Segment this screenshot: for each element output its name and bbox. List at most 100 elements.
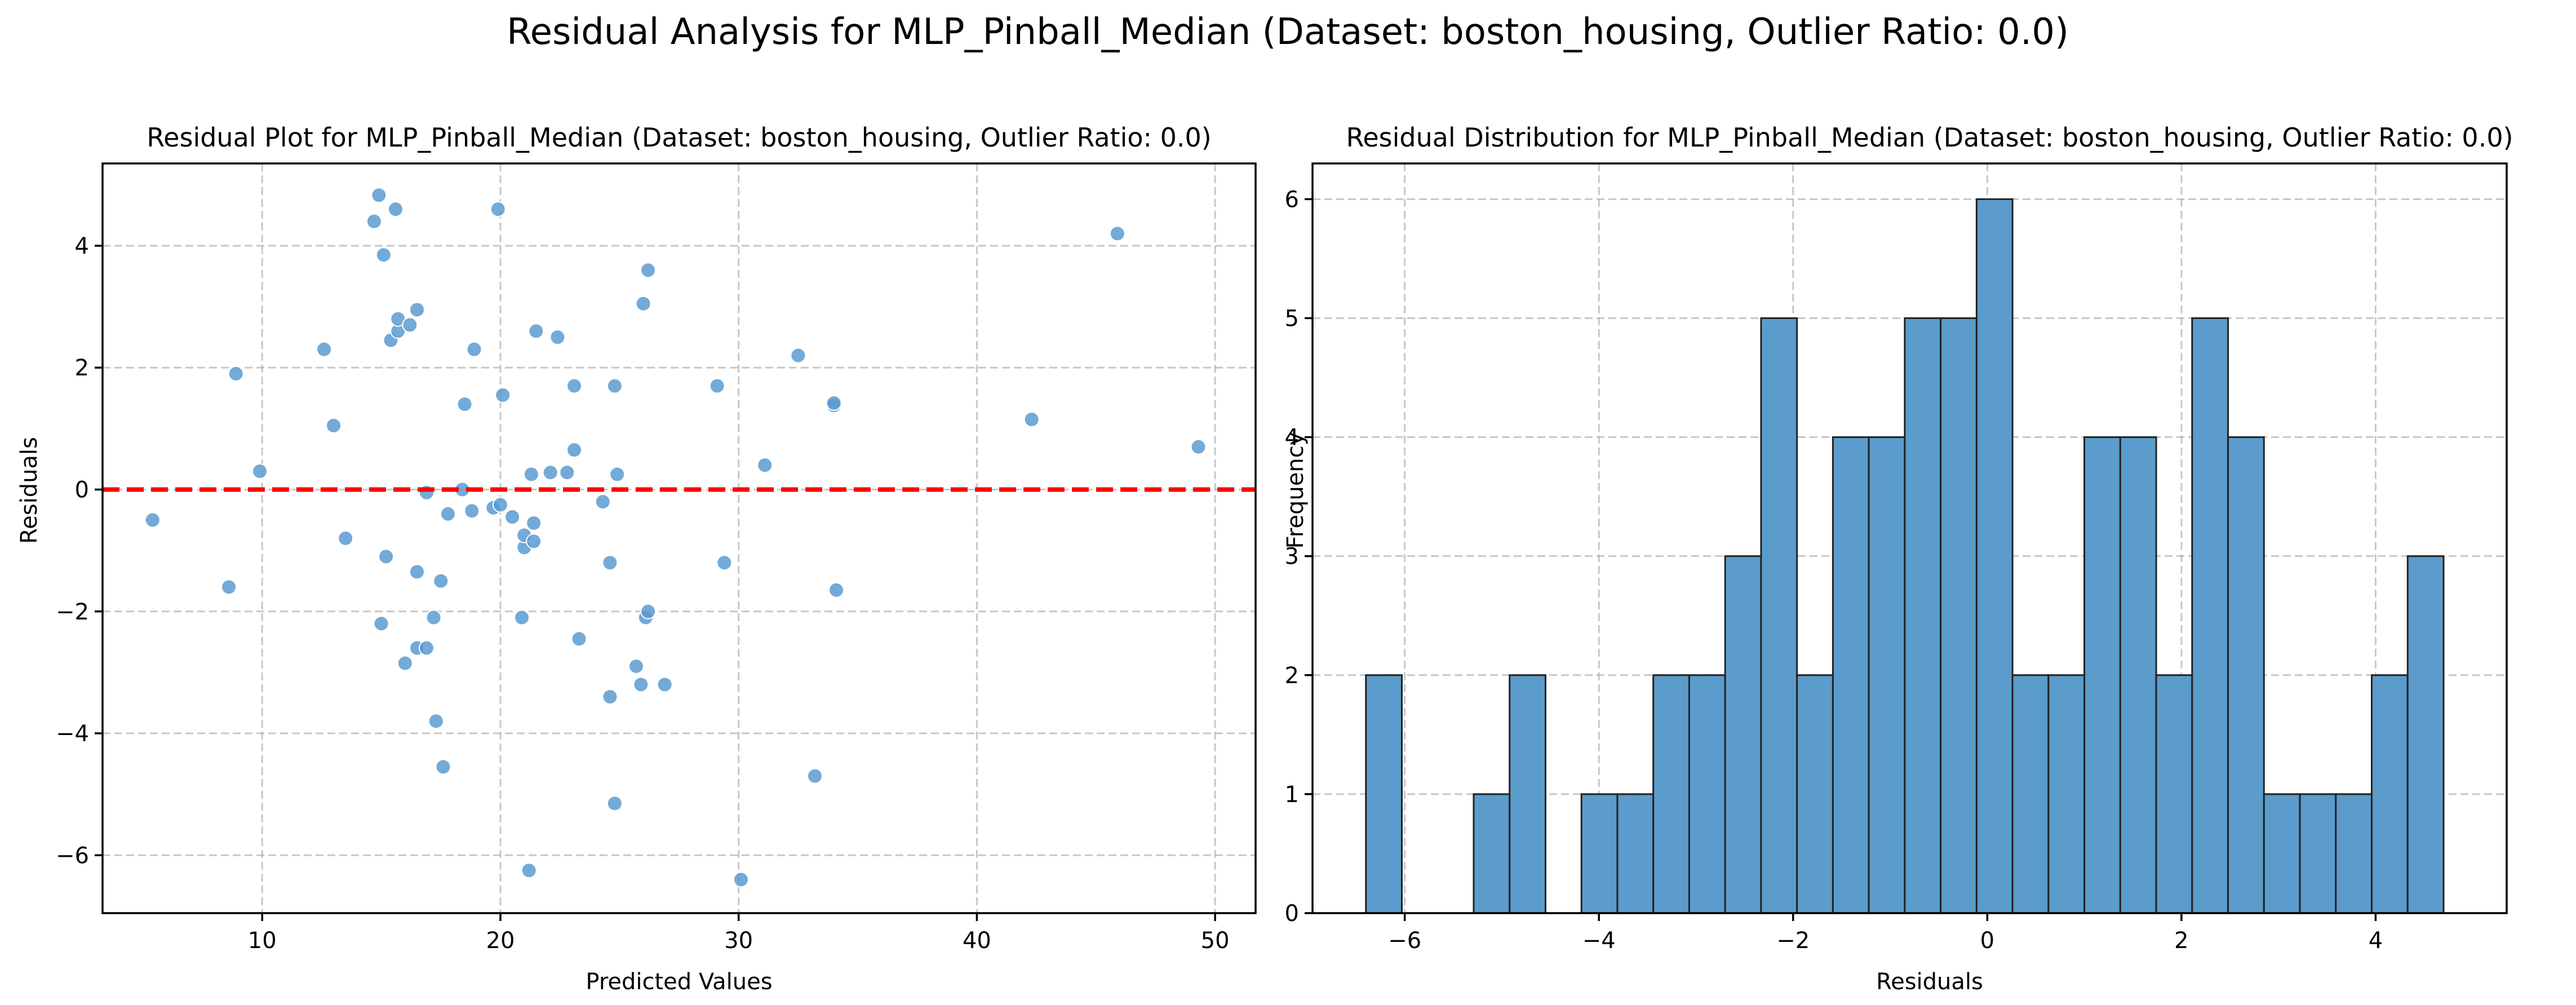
scatter-point (221, 579, 237, 595)
scatter-point (464, 503, 480, 519)
scatter-point (375, 247, 392, 263)
histogram-bar (2191, 317, 2229, 914)
scatter-point (397, 655, 413, 671)
scatter-point (571, 631, 587, 647)
scatter-point (523, 466, 539, 482)
scatter-point (371, 187, 387, 203)
histogram-bar (2227, 436, 2265, 914)
histogram-bar (2299, 793, 2337, 914)
scatter-grid (103, 163, 1256, 913)
scatter-points (144, 187, 1207, 888)
scatter-point (542, 464, 558, 481)
scatter-point (709, 378, 725, 394)
histogram-xtick-label: −6 (1388, 928, 1421, 954)
scatter-point (566, 442, 582, 458)
scatter-point (1023, 411, 1040, 428)
scatter-point (490, 201, 506, 218)
histogram-bar (2371, 674, 2409, 914)
scatter-point (609, 466, 626, 482)
histogram-bar (1940, 317, 1978, 914)
histogram-bar (1509, 674, 1546, 914)
histogram-xtick-label: 4 (2369, 928, 2383, 954)
scatter-point (602, 689, 618, 705)
histogram-bar (1688, 674, 1726, 914)
histogram-bar (1760, 317, 1798, 914)
histogram-bars (1365, 198, 2445, 914)
scatter-xlabel: Predicted Values (586, 969, 772, 995)
scatter-point (559, 464, 575, 481)
histogram-ytick-label: 6 (1285, 187, 1299, 212)
scatter-point (595, 494, 611, 510)
histogram-xtick-label: −4 (1582, 928, 1616, 954)
scatter-point (633, 676, 649, 693)
scatter-point (440, 506, 456, 522)
histogram-bar (2047, 674, 2086, 914)
scatter-axes-frame (101, 162, 1257, 914)
scatter-ytick-label: −6 (56, 843, 89, 869)
histogram-bar (2011, 674, 2050, 914)
histogram-bar (1365, 674, 1403, 914)
scatter-ytick-label: 2 (75, 355, 89, 381)
histogram-bar (1904, 317, 1942, 914)
figure-suptitle: Residual Analysis for MLP_Pinball_Median… (507, 11, 2069, 53)
scatter-point (495, 387, 511, 403)
histogram-bar (1796, 674, 1834, 914)
scatter-point (757, 457, 773, 473)
scatter-point (628, 658, 644, 675)
histogram-panel: Residual Distribution for MLP_Pinball_Me… (1283, 122, 2513, 995)
histogram-bar (1832, 436, 1870, 914)
histogram-ylabel: Frequency (1283, 432, 1309, 549)
scatter-point (1190, 439, 1207, 455)
scatter-point (316, 341, 332, 357)
scatter-ytick-label: −4 (56, 721, 89, 747)
scatter-xtick-label: 20 (486, 928, 515, 954)
scatter-point (526, 533, 542, 550)
histogram-xtick-label: 2 (2174, 928, 2188, 954)
scatter-xtick-label: 10 (248, 928, 277, 954)
histogram-ytick-label: 2 (1285, 663, 1299, 689)
scatter-point (387, 201, 404, 218)
histogram-xtick-label: 0 (1980, 928, 1994, 954)
scatter-point (606, 795, 623, 812)
scatter-title: Residual Plot for MLP_Pinball_Median (Da… (147, 122, 1211, 153)
histogram-ytick-label: 5 (1285, 306, 1299, 331)
scatter-ytick-label: 4 (75, 233, 89, 259)
scatter-point (466, 341, 482, 357)
scatter-xtick-label: 50 (1201, 928, 1230, 954)
scatter-point (433, 573, 449, 589)
scatter-point (566, 378, 582, 394)
scatter-point (456, 396, 473, 413)
scatter-panel: Residual Plot for MLP_Pinball_Median (Da… (16, 122, 1257, 995)
scatter-xtick-label: 30 (724, 928, 753, 954)
scatter-point (428, 713, 444, 729)
scatter-point (504, 509, 521, 525)
histogram-bar (2083, 436, 2121, 914)
scatter-point (1109, 225, 1125, 242)
scatter-point (425, 609, 442, 626)
scatter-point (409, 302, 425, 318)
scatter-point (228, 366, 244, 382)
scatter-point (826, 395, 842, 411)
histogram-bar (2406, 555, 2445, 914)
histogram-ytick-label: 1 (1285, 782, 1299, 808)
scatter-point (528, 323, 544, 339)
scatter-point (378, 548, 394, 565)
histogram-title: Residual Distribution for MLP_Pinball_Me… (1346, 122, 2513, 153)
scatter-xtick-label: 40 (963, 928, 991, 954)
scatter-point (366, 213, 382, 229)
histogram-bar (1975, 198, 2014, 914)
scatter-point (514, 609, 530, 626)
histogram-bar (1868, 436, 1906, 914)
histogram-bar (1724, 555, 1762, 914)
scatter-point (635, 295, 651, 312)
histogram-bar (1652, 674, 1690, 914)
scatter-point (549, 329, 566, 346)
histogram-bar (2335, 793, 2373, 914)
scatter-point (373, 616, 389, 632)
histogram-ytick-label: 0 (1285, 901, 1299, 927)
histogram-bar (1473, 793, 1511, 914)
scatter-point (435, 759, 451, 775)
histogram-xtick-label: −2 (1776, 928, 1810, 954)
